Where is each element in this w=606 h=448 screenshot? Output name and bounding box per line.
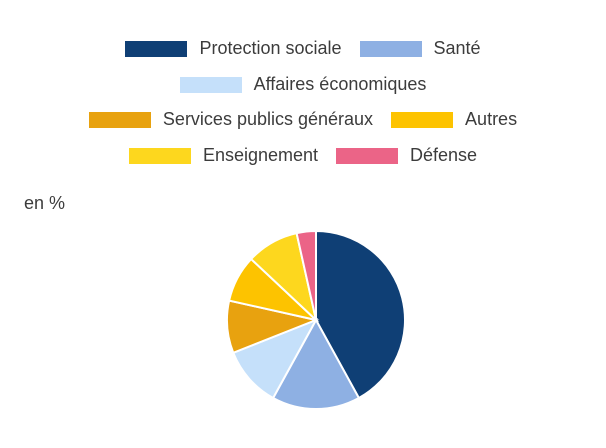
legend-label: Défense [410, 145, 478, 165]
legend-label: Autres [465, 109, 518, 129]
legend-item: Enseignement [128, 145, 319, 166]
legend-label: Affaires économiques [253, 74, 427, 94]
legend-item: Protection sociale [125, 38, 342, 59]
unit-label: en % [24, 193, 66, 213]
legend-swatch [336, 147, 399, 164]
pie-slice [315, 229, 406, 400]
legend-row: Protection sociale Santé [0, 38, 606, 59]
legend-row: Enseignement Défense [0, 145, 606, 166]
legend-label: Services publics généraux [162, 109, 374, 129]
legend-label: Enseignement [202, 145, 319, 165]
legend-swatch [125, 40, 188, 57]
legend-item: Affaires économiques [179, 74, 427, 95]
legend-label: Protection sociale [199, 38, 342, 58]
legend-label: Santé [433, 38, 481, 58]
legend-swatch [128, 147, 191, 164]
legend-row: Services publics généraux Autres [0, 109, 606, 130]
legend-swatch [359, 40, 422, 57]
legend-swatch [179, 76, 242, 93]
pie-slice [295, 229, 317, 321]
pie-slice [271, 317, 361, 410]
legend-swatch [88, 111, 151, 128]
legend-item: Défense [336, 145, 477, 166]
legend-swatch [391, 111, 454, 128]
legend-item: Santé [359, 38, 481, 59]
legend-item: Autres [391, 109, 517, 130]
legend-item: Services publics généraux [88, 109, 374, 130]
legend-row: Affaires économiques [0, 74, 606, 95]
